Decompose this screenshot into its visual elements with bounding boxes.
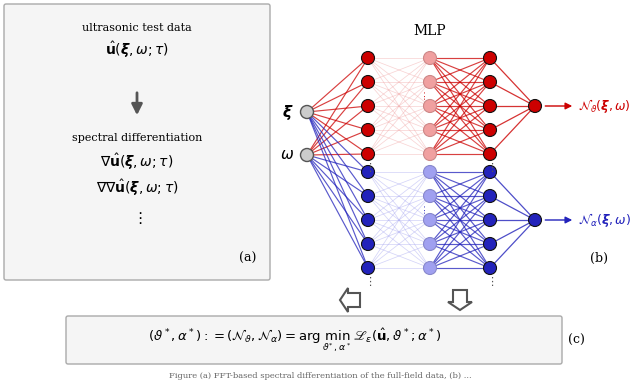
Circle shape xyxy=(424,237,436,251)
Circle shape xyxy=(301,106,314,118)
Text: $\mathcal{N}_{\alpha}(\boldsymbol{\xi},\omega)$: $\mathcal{N}_{\alpha}(\boldsymbol{\xi},\… xyxy=(578,211,631,229)
Text: $\omega$: $\omega$ xyxy=(280,148,294,162)
Circle shape xyxy=(424,99,436,113)
Circle shape xyxy=(424,213,436,226)
Text: (b): (b) xyxy=(590,252,608,265)
Circle shape xyxy=(362,75,374,88)
Text: MLP: MLP xyxy=(413,24,446,38)
Text: $\nabla\nabla\hat{\mathbf{u}}(\boldsymbol{\xi},\omega;\tau)$: $\nabla\nabla\hat{\mathbf{u}}(\boldsymbo… xyxy=(95,178,179,198)
Circle shape xyxy=(424,52,436,65)
FancyBboxPatch shape xyxy=(4,4,270,280)
Circle shape xyxy=(529,99,541,113)
Circle shape xyxy=(483,237,497,251)
Circle shape xyxy=(529,213,541,226)
Circle shape xyxy=(483,213,497,226)
Polygon shape xyxy=(340,288,360,312)
Circle shape xyxy=(362,52,374,65)
Circle shape xyxy=(483,147,497,160)
Polygon shape xyxy=(448,290,472,310)
Circle shape xyxy=(424,262,436,274)
Circle shape xyxy=(483,165,497,179)
Text: ...: ... xyxy=(417,89,427,99)
Circle shape xyxy=(362,213,374,226)
Circle shape xyxy=(424,165,436,179)
Circle shape xyxy=(362,124,374,136)
FancyBboxPatch shape xyxy=(66,316,562,364)
Circle shape xyxy=(483,52,497,65)
Circle shape xyxy=(362,147,374,160)
Circle shape xyxy=(483,262,497,274)
Text: $(\vartheta^*,\alpha^*) := (\mathcal{N}_\vartheta, \mathcal{N}_\alpha) = \arg\mi: $(\vartheta^*,\alpha^*) := (\mathcal{N}_… xyxy=(148,326,442,354)
Text: $\vdots$: $\vdots$ xyxy=(132,210,142,226)
Text: spectral differentiation: spectral differentiation xyxy=(72,133,202,143)
Text: (c): (c) xyxy=(568,334,585,346)
Text: $\vdots$: $\vdots$ xyxy=(486,160,494,174)
Circle shape xyxy=(483,99,497,113)
Circle shape xyxy=(424,75,436,88)
Circle shape xyxy=(483,75,497,88)
Text: ultrasonic test data: ultrasonic test data xyxy=(82,23,192,33)
Circle shape xyxy=(362,165,374,179)
Text: ...: ... xyxy=(417,203,427,213)
Circle shape xyxy=(362,237,374,251)
Circle shape xyxy=(424,190,436,203)
Text: $\boldsymbol{\xi}$: $\boldsymbol{\xi}$ xyxy=(282,102,294,122)
Circle shape xyxy=(362,99,374,113)
Text: $\vdots$: $\vdots$ xyxy=(486,274,494,287)
Text: $\mathcal{N}_{\vartheta}(\boldsymbol{\xi},\omega)$: $\mathcal{N}_{\vartheta}(\boldsymbol{\xi… xyxy=(578,97,631,115)
Circle shape xyxy=(483,124,497,136)
Text: $\vdots$: $\vdots$ xyxy=(364,274,372,287)
Text: $\vdots$: $\vdots$ xyxy=(364,160,372,174)
Circle shape xyxy=(424,124,436,136)
Circle shape xyxy=(483,190,497,203)
Text: (a): (a) xyxy=(239,252,256,265)
Text: Figure (a) FFT-based spectral differentiation of the full-field data, (b) ...: Figure (a) FFT-based spectral differenti… xyxy=(169,372,471,380)
Circle shape xyxy=(301,149,314,161)
Circle shape xyxy=(362,262,374,274)
Circle shape xyxy=(362,190,374,203)
Circle shape xyxy=(424,147,436,160)
Text: $\hat{\mathbf{u}}(\boldsymbol{\xi},\omega;\tau)$: $\hat{\mathbf{u}}(\boldsymbol{\xi},\omeg… xyxy=(105,40,169,60)
Text: $\nabla\hat{\mathbf{u}}(\boldsymbol{\xi},\omega;\tau)$: $\nabla\hat{\mathbf{u}}(\boldsymbol{\xi}… xyxy=(100,152,173,172)
